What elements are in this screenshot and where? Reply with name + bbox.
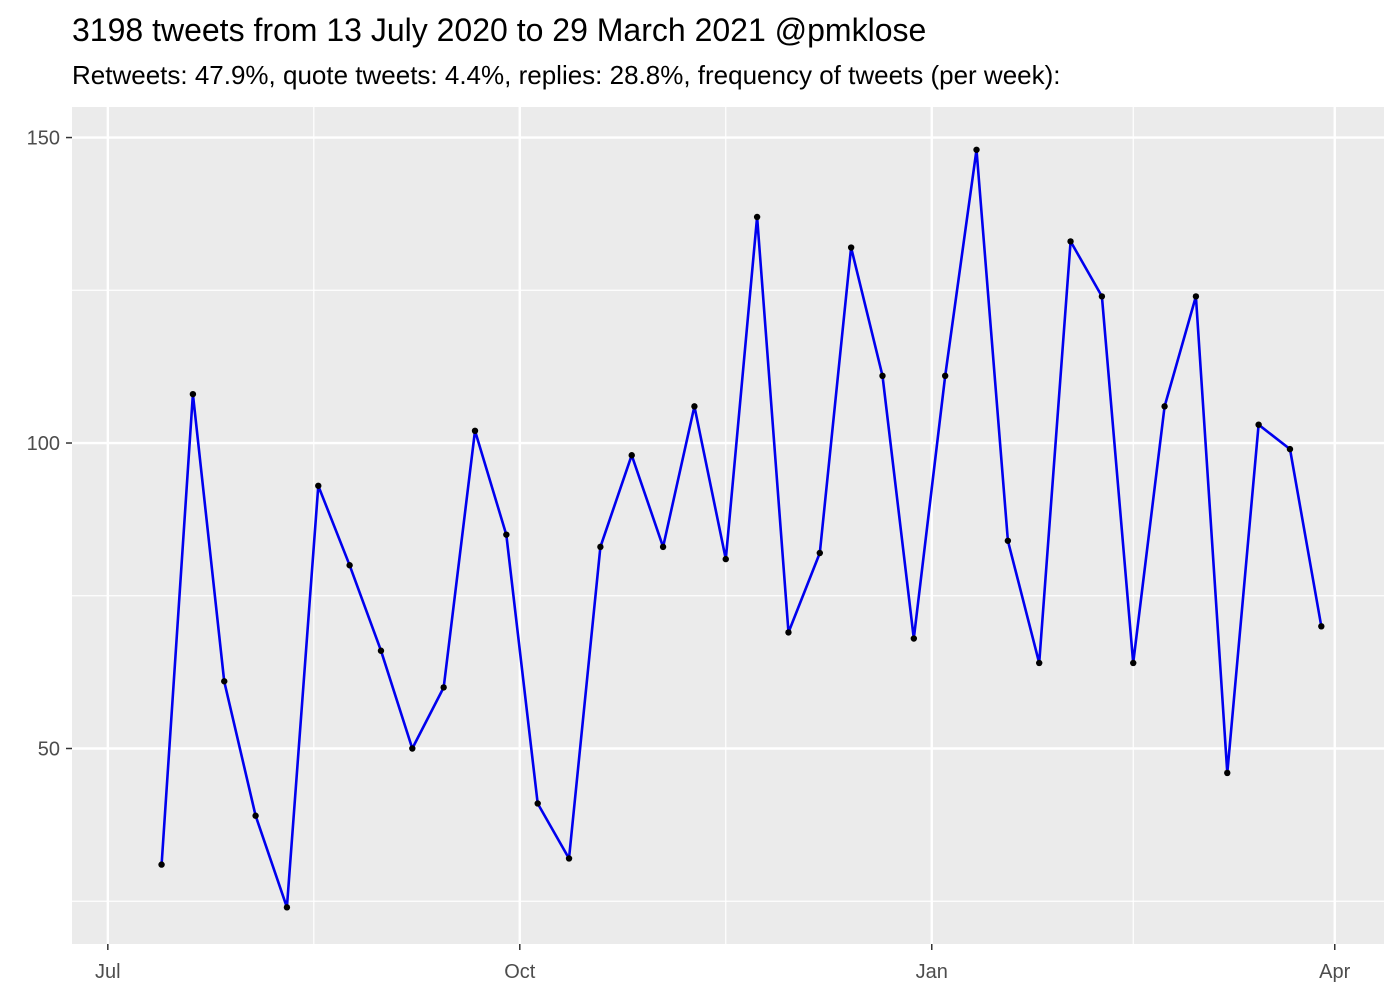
- data-point: [659, 543, 667, 551]
- data-point: [816, 549, 823, 557]
- major-gridlines: [72, 107, 1384, 944]
- data-point: [221, 678, 228, 685]
- data-point: [534, 800, 541, 807]
- data-point: [847, 244, 855, 251]
- series-line: [160, 148, 1323, 909]
- data-point: [1318, 623, 1325, 630]
- x-tick-label: Apr: [1319, 961, 1350, 983]
- series-points: [158, 146, 1325, 911]
- data-point: [346, 562, 353, 569]
- axis-ticks: [66, 136, 1336, 950]
- data-point: [252, 812, 259, 819]
- y-tick-label: 150: [27, 128, 60, 150]
- y-tick-label: 50: [38, 738, 60, 760]
- data-point: [503, 531, 510, 538]
- data-point: [879, 372, 886, 380]
- data-point: [1161, 403, 1168, 410]
- data-point: [1255, 421, 1262, 428]
- chart-subtitle: Retweets: 47.9%, quote tweets: 4.4%, rep…: [72, 60, 1061, 90]
- data-point: [691, 403, 698, 410]
- chart-title: 3198 tweets from 13 July 2020 to 29 Marc…: [72, 12, 927, 48]
- data-point: [1224, 769, 1231, 777]
- data-point: [597, 543, 604, 551]
- data-point: [941, 372, 949, 380]
- data-point: [189, 390, 197, 398]
- data-point: [283, 904, 291, 911]
- data-point: [628, 452, 635, 459]
- x-tick-label: Jan: [916, 961, 948, 983]
- x-tick-label: Oct: [504, 961, 536, 983]
- data-point: [409, 745, 416, 752]
- data-point: [1067, 238, 1074, 245]
- data-point: [973, 146, 980, 153]
- data-point: [722, 555, 729, 563]
- data-point: [1004, 537, 1012, 544]
- data-point: [1286, 445, 1294, 453]
- data-point: [1036, 659, 1043, 667]
- data-point: [1192, 293, 1200, 300]
- data-point: [1098, 293, 1106, 300]
- data-point: [158, 861, 165, 868]
- y-axis-labels: 50 100 150: [27, 128, 60, 761]
- data-point: [1130, 659, 1137, 667]
- data-point: [785, 629, 792, 636]
- data-point: [471, 427, 479, 435]
- x-axis-labels: Jul Oct Jan Apr: [95, 961, 1351, 983]
- x-tick-label: Jul: [95, 961, 121, 983]
- data-point: [910, 635, 918, 642]
- data-point: [377, 647, 385, 654]
- data-point: [565, 855, 573, 862]
- y-tick-label: 100: [27, 433, 60, 455]
- minor-gridlines: [72, 107, 1384, 944]
- data-point: [440, 684, 447, 691]
- data-point: [315, 482, 322, 489]
- data-point: [753, 213, 761, 221]
